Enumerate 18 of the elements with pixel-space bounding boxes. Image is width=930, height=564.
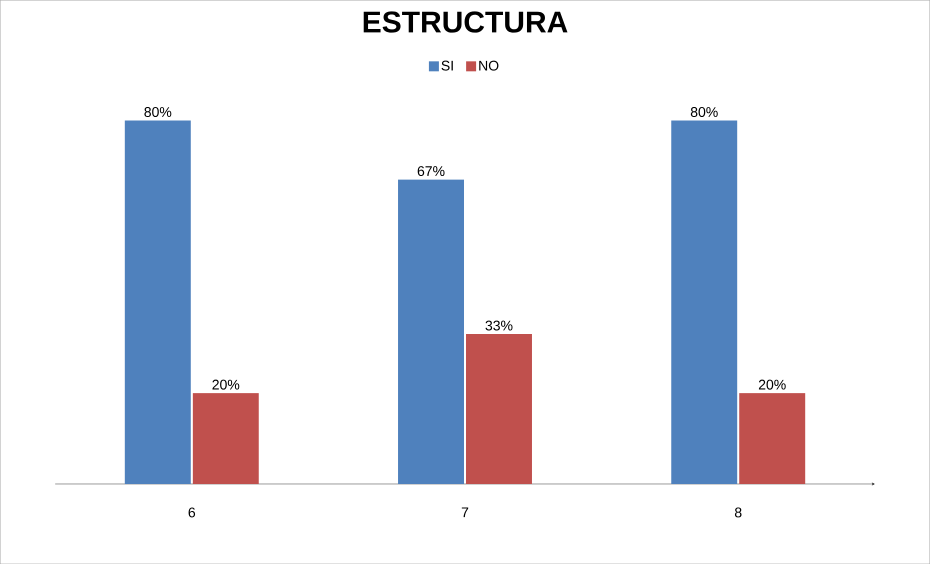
- data-label: 20%: [758, 380, 786, 390]
- bar: [466, 334, 532, 484]
- x-tick-label: 7: [462, 507, 468, 518]
- data-label: 80%: [690, 106, 718, 117]
- x-tick-label: 8: [734, 507, 742, 518]
- data-label: 67%: [418, 166, 445, 176]
- bar: [398, 179, 464, 484]
- chart-title: ESTRUCTURA: [364, 11, 568, 33]
- data-label: 80%: [144, 106, 172, 117]
- bar: [192, 393, 259, 484]
- bar: [124, 120, 191, 484]
- bar: [671, 120, 738, 484]
- data-label: 33%: [486, 320, 512, 330]
- x-tick-label: 6: [188, 507, 196, 518]
- bar: [739, 393, 806, 484]
- legend-label: NO: [479, 60, 498, 71]
- data-label: 20%: [212, 380, 240, 390]
- legend-label: SI: [442, 60, 453, 71]
